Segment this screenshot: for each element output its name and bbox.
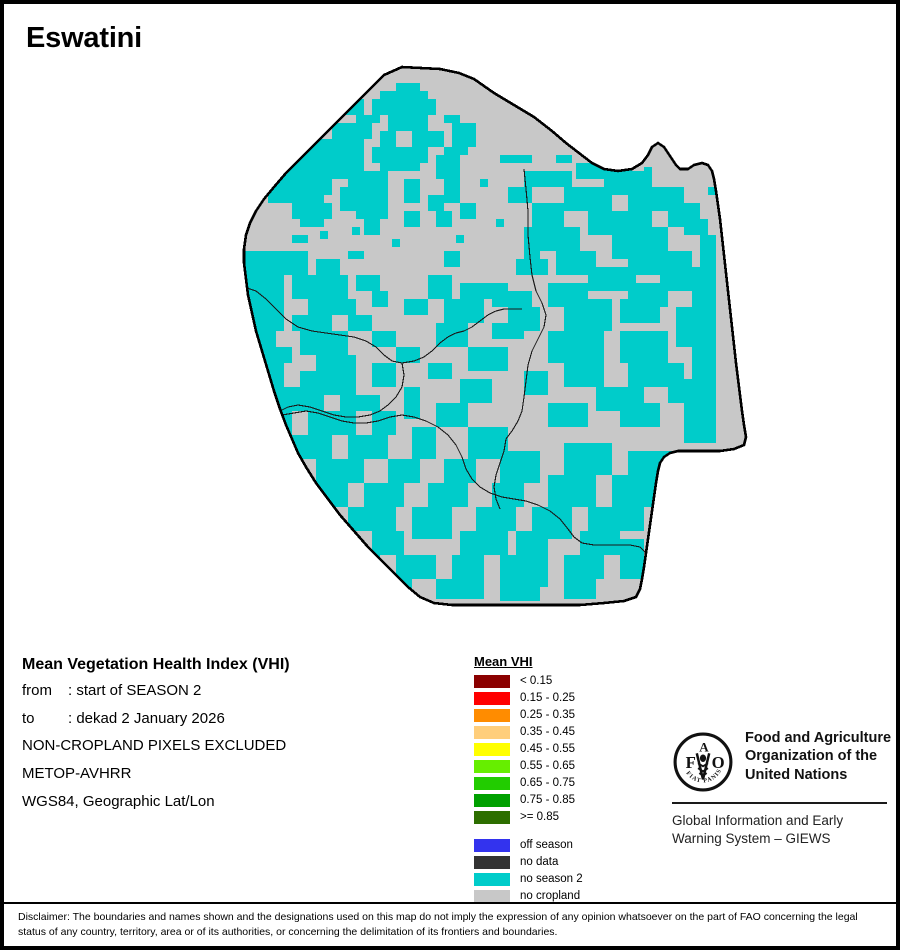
legend-class-row: 0.35 - 0.45: [474, 724, 583, 741]
legend-status-label: off season: [520, 838, 573, 851]
legend-status-swatch: [474, 873, 510, 886]
info-projection: WGS84, Geographic Lat/Lon: [22, 792, 215, 810]
fao-org-line2: Organization of the: [745, 748, 878, 765]
info-sensor: METOP-AVHRR: [22, 765, 132, 783]
legend-status-label: no season 2: [520, 872, 583, 885]
info-exclusion-note: NON-CROPLAND PIXELS EXCLUDED: [22, 737, 287, 755]
fao-logo-icon: F A O FIAT PANIS: [673, 732, 733, 792]
legend-class-label: 0.25 - 0.35: [520, 708, 575, 721]
legend-class-swatch: [474, 743, 510, 756]
legend-class-swatch: [474, 777, 510, 790]
legend-status-row: no cropland: [474, 888, 583, 905]
legend-status-label: no data: [520, 855, 559, 868]
legend-class-swatch: [474, 811, 510, 824]
legend-class-swatch: [474, 692, 510, 705]
fao-organization-name: Food and Agriculture Organization of the…: [745, 729, 891, 784]
disclaimer-divider: [4, 902, 896, 904]
legend-class-label: 0.65 - 0.75: [520, 776, 575, 789]
fao-branding: F A O FIAT PANIS Food and Agriculture Or…: [672, 729, 891, 848]
legend-class-label: 0.75 - 0.85: [520, 793, 575, 806]
legend-class-label: < 0.15: [520, 674, 553, 687]
map-raster: [244, 67, 746, 605]
legend-class-label: >= 0.85: [520, 810, 560, 823]
disclaimer-text: Disclaimer: The boundaries and names sho…: [18, 911, 858, 939]
info-to-label: to: [22, 709, 35, 727]
info-title: Mean Vegetation Health Index (VHI): [22, 656, 290, 673]
legend-status-label: no cropland: [520, 889, 581, 902]
legend-class-swatch: [474, 709, 510, 722]
giews-name: Global Information and Early Warning Sys…: [672, 812, 887, 848]
info-from-label: from: [22, 681, 52, 699]
legend-class-row: 0.75 - 0.85: [474, 792, 583, 809]
legend-title: Mean VHI: [474, 654, 533, 669]
legend-class-row: 0.25 - 0.35: [474, 707, 583, 724]
legend-status-list: off season no data no season 2 no cropland: [474, 837, 583, 905]
legend-class-swatch: [474, 675, 510, 688]
legend-class-row: 0.65 - 0.75: [474, 775, 583, 792]
page-title: Eswatini: [26, 22, 143, 54]
fao-org-line1: Food and Agriculture: [745, 730, 892, 746]
legend-class-row: 0.45 - 0.55: [474, 741, 583, 758]
info-from-value: : start of SEASON 2: [68, 681, 202, 699]
admin-boundaries: [244, 168, 647, 554]
legend-class-swatch: [474, 760, 510, 773]
svg-text:O: O: [712, 753, 725, 772]
legend-class-row: >= 0.85: [474, 809, 583, 826]
legend-status-swatch: [474, 856, 510, 869]
legend-class-label: 0.55 - 0.65: [520, 759, 575, 772]
country-outline: [242, 65, 748, 607]
legend-class-row: 0.15 - 0.25: [474, 690, 583, 707]
legend-class-row: < 0.15: [474, 673, 583, 690]
info-to-row: to : dekad 2 January 2026: [22, 709, 442, 727]
fao-divider: [672, 802, 887, 804]
legend-class-label: 0.35 - 0.45: [520, 725, 575, 738]
giews-line1: Global Information and Early: [672, 813, 844, 828]
svg-text:F: F: [686, 753, 696, 772]
legend-class-row: 0.55 - 0.65: [474, 758, 583, 775]
info-to-value: : dekad 2 January 2026: [68, 709, 225, 727]
map-info-block: Mean Vegetation Health Index (VHI) from:…: [22, 656, 442, 822]
legend-class-label: 0.15 - 0.25: [520, 691, 575, 704]
legend-status-row: off season: [474, 837, 583, 854]
legend-status-swatch: [474, 839, 510, 852]
legend-status-swatch: [474, 890, 510, 903]
map-legend: Mean VHI < 0.15 0.15 - 0.25 0.25 - 0.35 0.3…: [474, 655, 583, 905]
giews-line2: Warning System – GIEWS: [672, 831, 831, 847]
svg-text:A: A: [699, 739, 709, 754]
legend-class-swatch: [474, 726, 510, 739]
legend-class-label: 0.45 - 0.55: [520, 742, 575, 755]
legend-spacer: [474, 826, 583, 837]
fao-org-line3: United Nations: [745, 766, 848, 783]
legend-class-swatch: [474, 794, 510, 807]
legend-status-row: no season 2: [474, 871, 583, 888]
legend-status-row: no data: [474, 854, 583, 871]
map-canvas[interactable]: [4, 59, 896, 639]
legend-class-list: < 0.15 0.15 - 0.25 0.25 - 0.35 0.35 - 0.45 0…: [474, 673, 583, 826]
info-from-row: from : start of SEASON 2: [22, 681, 442, 699]
